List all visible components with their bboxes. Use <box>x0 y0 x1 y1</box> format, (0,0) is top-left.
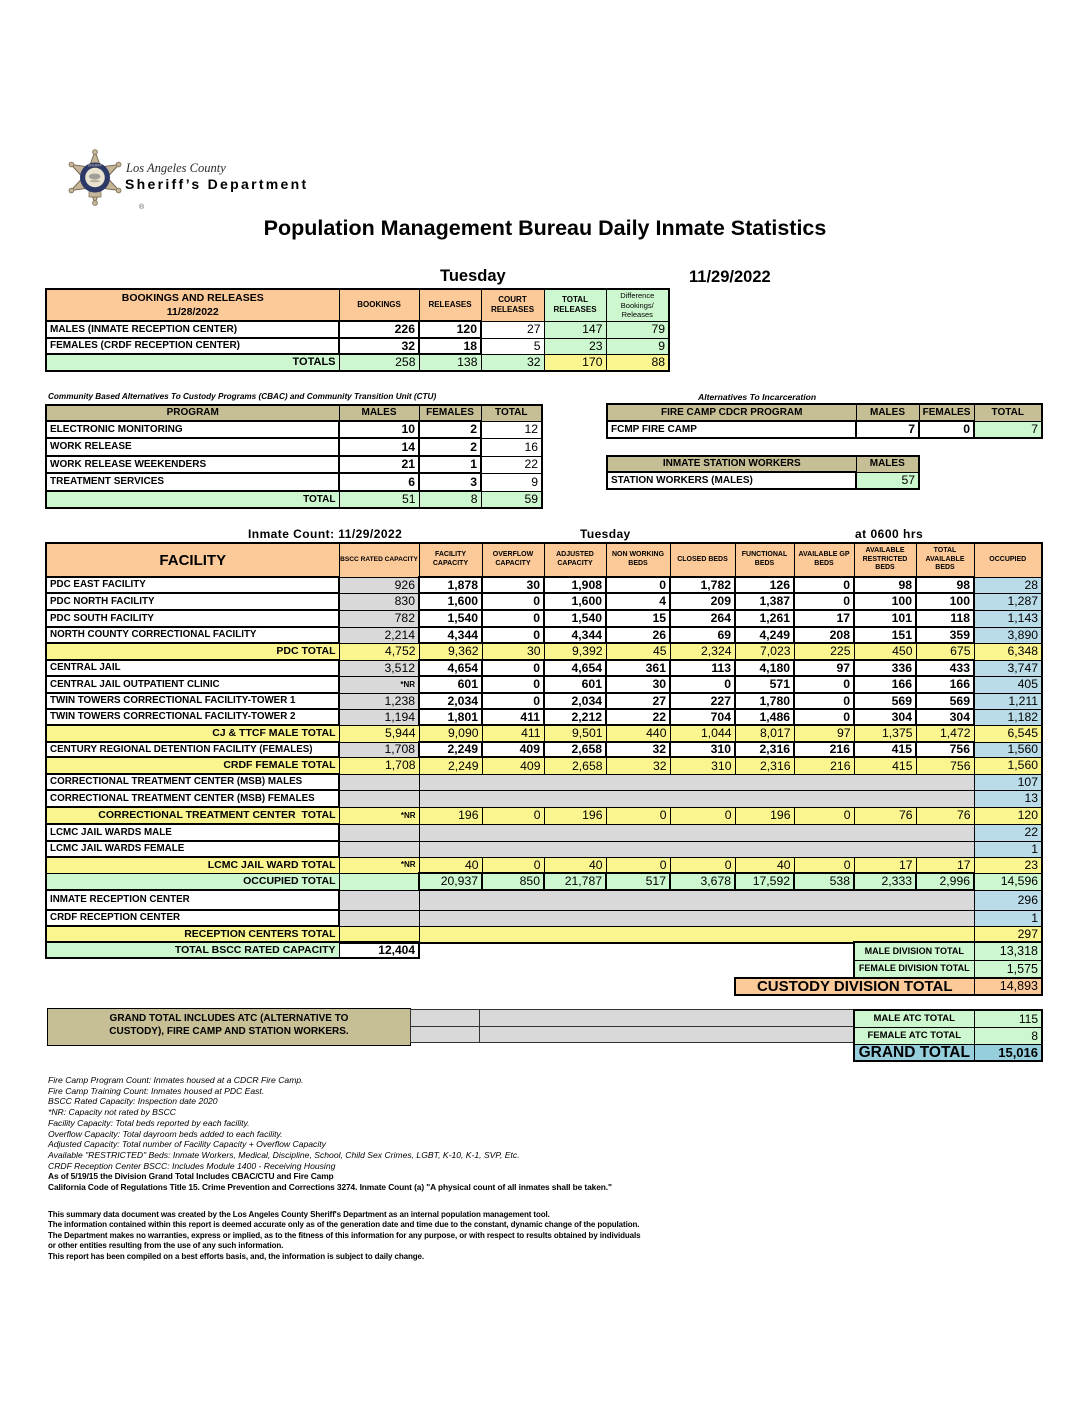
svg-text:®: ® <box>139 203 145 211</box>
svg-text:SHERIFF: SHERIFF <box>88 164 103 168</box>
